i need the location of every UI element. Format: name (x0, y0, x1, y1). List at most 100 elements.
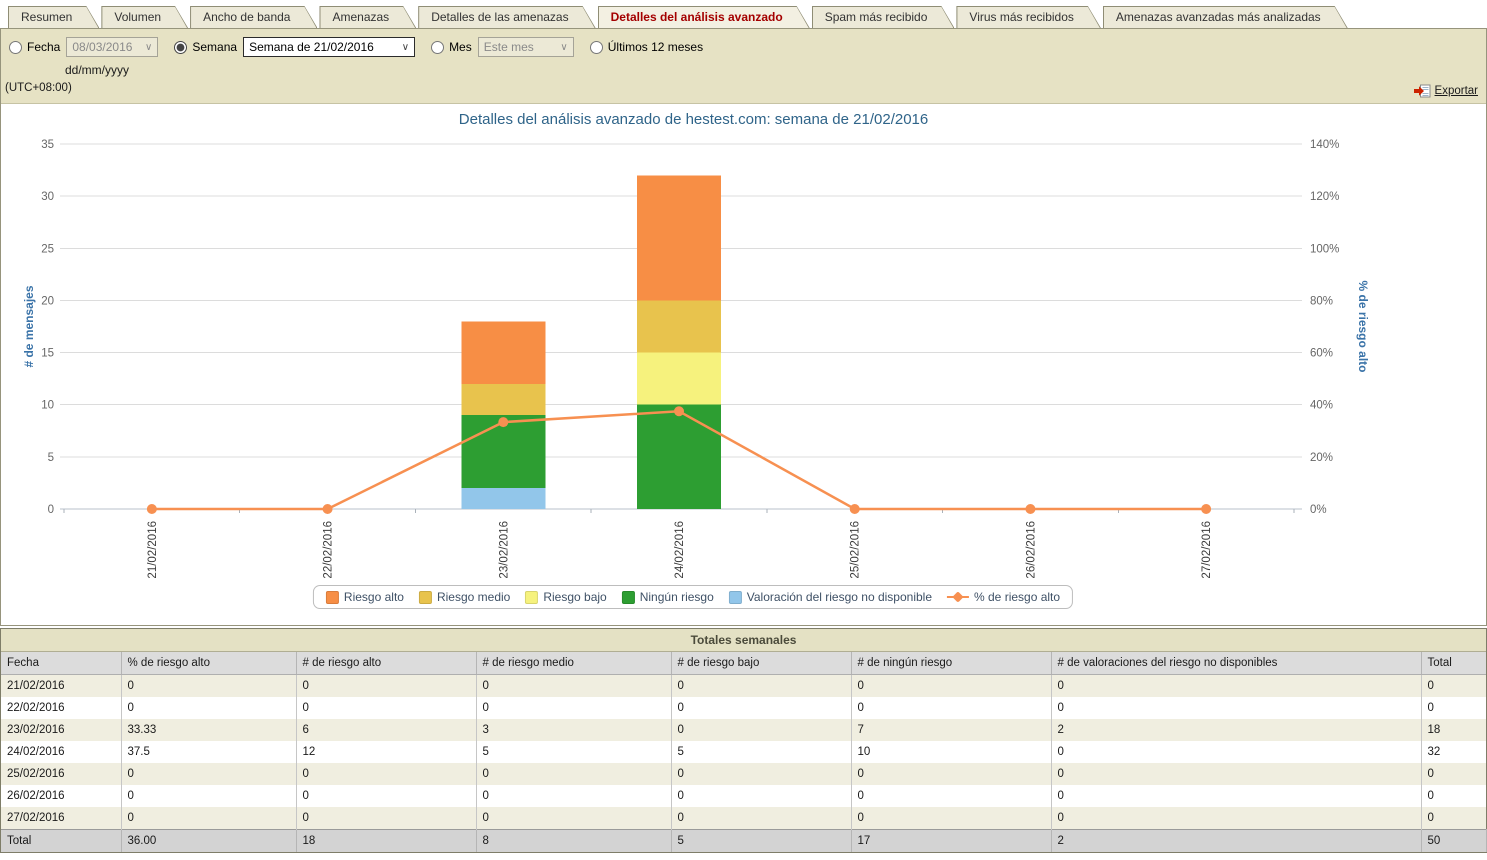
period-option-2[interactable]: Semana (174, 40, 237, 54)
table-row: 25/02/2016 0 0 0 0 0 0 0 (1, 763, 1486, 785)
x-axis-label: 26/02/2016 (1025, 521, 1037, 579)
table-cell: 0 (671, 719, 852, 741)
chart-title: Detalles del análisis avanzado de hestes… (458, 111, 929, 128)
chevron-down-icon: ∨ (560, 41, 568, 53)
risk-line-marker (146, 504, 157, 514)
risk-line-marker (1201, 504, 1212, 514)
tab-3[interactable]: Ancho de banda (190, 6, 317, 28)
table-cell: 0 (296, 697, 477, 719)
y2-axis-tick-label: 40% (1310, 400, 1333, 412)
table-cell: 0 (1051, 741, 1422, 763)
row-date: 22/02/2016 (1, 697, 122, 719)
table-cell: 0 (1421, 807, 1486, 830)
risk-line-marker (1025, 504, 1036, 514)
filter-toolbar: Fecha 08/03/2016 ∨ Semana Semana de 21/02/20… (1, 29, 1486, 104)
tab-label: Ancho de banda (191, 7, 316, 28)
table-cell: 0 (851, 697, 1052, 719)
table-cell: 0 (296, 785, 477, 807)
table-cell: 0 (121, 785, 297, 807)
chart-legend: Riesgo alto Riesgo medio Riesgo bajo Ningún… (312, 585, 1074, 609)
total-cell: 17 (851, 829, 1052, 852)
export-icon (1413, 84, 1431, 98)
table-cell: 0 (851, 785, 1052, 807)
table-cell: 5 (671, 741, 852, 763)
period-option-3[interactable]: Mes (431, 40, 472, 54)
y-axis-tick-label: 5 (48, 452, 54, 464)
table-cell: 0 (671, 674, 852, 697)
period-select-2[interactable]: Semana de 21/02/2016 ∨ (243, 37, 416, 57)
x-axis-label: 21/02/2016 (147, 521, 159, 579)
tab-7[interactable]: Spam más recibido (812, 6, 955, 28)
period-radio[interactable] (174, 40, 188, 54)
period-select-value: 08/03/2016 (72, 40, 133, 54)
tab-label: Virus más recibidos (957, 7, 1099, 28)
table-cell: 0 (1421, 763, 1486, 785)
row-date: 23/02/2016 (1, 719, 122, 741)
column-header: # de valoraciones del riesgo no disponib… (1051, 652, 1422, 675)
tab-5[interactable]: Detalles de las amenazas (418, 6, 595, 28)
period-option-1[interactable]: Fecha (9, 40, 60, 54)
tab-label: Detalles de las amenazas (419, 7, 594, 28)
tab-label: Amenazas (320, 7, 415, 28)
legend-label: Valoración del riesgo no disponible (746, 590, 933, 604)
period-label: Últimos 12 meses (607, 40, 704, 54)
table-cell: 0 (1421, 785, 1486, 807)
table-cell: 0 (121, 697, 297, 719)
table-cell: 0 (476, 674, 672, 697)
legend-line-marker (947, 591, 970, 604)
y2-axis-title: % de riesgo alto (1356, 280, 1370, 372)
tab-label: Volumen (102, 7, 187, 28)
table-row: 24/02/2016 37.5 12 5 5 10 0 32 (1, 741, 1486, 763)
bar-segment (461, 383, 546, 416)
legend-label: Riesgo medio (436, 590, 511, 604)
column-header: Fecha (1, 652, 122, 675)
legend-swatch (418, 590, 432, 604)
period-select-1[interactable]: 08/03/2016 ∨ (66, 37, 159, 57)
table-cell: 0 (1051, 697, 1422, 719)
y2-axis-tick-label: 140% (1310, 139, 1339, 151)
row-date: 25/02/2016 (1, 763, 122, 785)
y-axis-tick-label: 35 (41, 139, 54, 151)
tab-9[interactable]: Amenazas avanzadas más analizadas (1103, 6, 1348, 28)
legend-swatch (728, 590, 742, 604)
report-panel: Fecha 08/03/2016 ∨ Semana Semana de 21/02/20… (0, 28, 1487, 626)
table-row: 22/02/2016 0 0 0 0 0 0 0 (1, 697, 1486, 719)
period-select-value: Este mes (483, 40, 534, 54)
legend-swatch (325, 590, 339, 604)
tab-1[interactable]: Resumen (8, 6, 99, 28)
period-option-4[interactable]: Últimos 12 meses (589, 40, 704, 54)
tab-2[interactable]: Volumen (101, 6, 188, 28)
period-selector-row: Fecha 08/03/2016 ∨ Semana Semana de 21/02/20… (9, 37, 709, 57)
table-row: 26/02/2016 0 0 0 0 0 0 0 (1, 785, 1486, 807)
table-cell: 2 (1051, 719, 1422, 741)
row-date: 27/02/2016 (1, 807, 122, 830)
total-cell: 2 (1051, 829, 1422, 852)
table-title: Totales semanales (1, 629, 1486, 652)
legend-label: % de riesgo alto (974, 590, 1061, 604)
export-link[interactable]: Exportar (1413, 84, 1478, 98)
period-select-3[interactable]: Este mes ∨ (477, 37, 574, 57)
table-cell: 0 (1051, 807, 1422, 830)
y-axis-tick-label: 0 (48, 504, 54, 516)
table-cell: 0 (1421, 674, 1486, 697)
table-cell: 18 (1421, 719, 1486, 741)
period-radio[interactable] (431, 40, 445, 54)
risk-line-marker (849, 504, 860, 514)
total-label: Total (1, 829, 122, 852)
x-axis-label: 27/02/2016 (1201, 521, 1213, 579)
table-cell: 0 (296, 807, 477, 830)
period-radio[interactable] (589, 40, 603, 54)
table-cell: 0 (671, 763, 852, 785)
x-axis-label: 25/02/2016 (850, 521, 862, 579)
tab-8[interactable]: Virus más recibidos (956, 6, 1100, 28)
legend-swatch (621, 590, 635, 604)
legend-line-dot (952, 591, 964, 603)
y-axis-tick-label: 15 (41, 348, 54, 360)
period-radio[interactable] (9, 40, 22, 54)
tab-4[interactable]: Amenazas (319, 6, 416, 28)
tab-6[interactable]: Detalles del análisis avanzado (598, 6, 810, 28)
y2-axis-tick-label: 100% (1310, 243, 1339, 255)
bar-segment (461, 321, 546, 384)
x-axis-label: 23/02/2016 (498, 521, 510, 579)
tab-label: Spam más recibido (813, 7, 954, 28)
